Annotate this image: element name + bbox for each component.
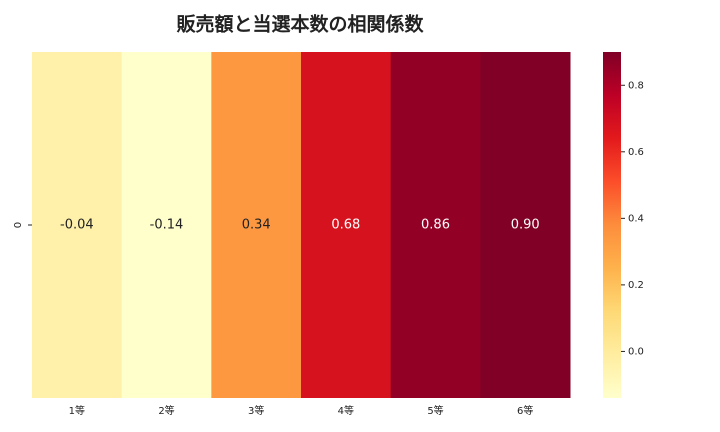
y-tick-label: 0 (13, 222, 24, 228)
colorbar-tick-label: 0.2 (628, 280, 644, 291)
cell (390, 52, 481, 398)
x-tick-label: 4等 (338, 404, 354, 417)
cell (211, 52, 302, 398)
value-label: 0.86 (421, 218, 450, 233)
value-label: 0.90 (511, 218, 540, 233)
colorbar-tick-label: 0.8 (628, 80, 644, 91)
cell (480, 52, 571, 398)
x-tick-label: 6等 (517, 404, 533, 417)
cell (121, 52, 212, 398)
cell (301, 52, 392, 398)
x-tick-label: 2等 (158, 404, 174, 417)
value-label: 0.68 (331, 218, 360, 233)
colorbar-tick-label: 0.0 (628, 346, 644, 357)
colorbar (603, 52, 621, 398)
value-label: 0.34 (242, 218, 271, 233)
cell (32, 52, 123, 398)
x-tick-label: 1等 (69, 404, 85, 417)
colorbar-tick-label: 0.6 (628, 147, 644, 158)
value-label: -0.14 (150, 218, 184, 233)
x-tick-label: 5等 (427, 404, 443, 417)
value-label: -0.04 (60, 218, 94, 233)
chart-title: 販売額と当選本数の相関係数 (176, 13, 424, 36)
x-tick-label: 3等 (248, 404, 264, 417)
colorbar-tick-label: 0.4 (628, 213, 644, 224)
